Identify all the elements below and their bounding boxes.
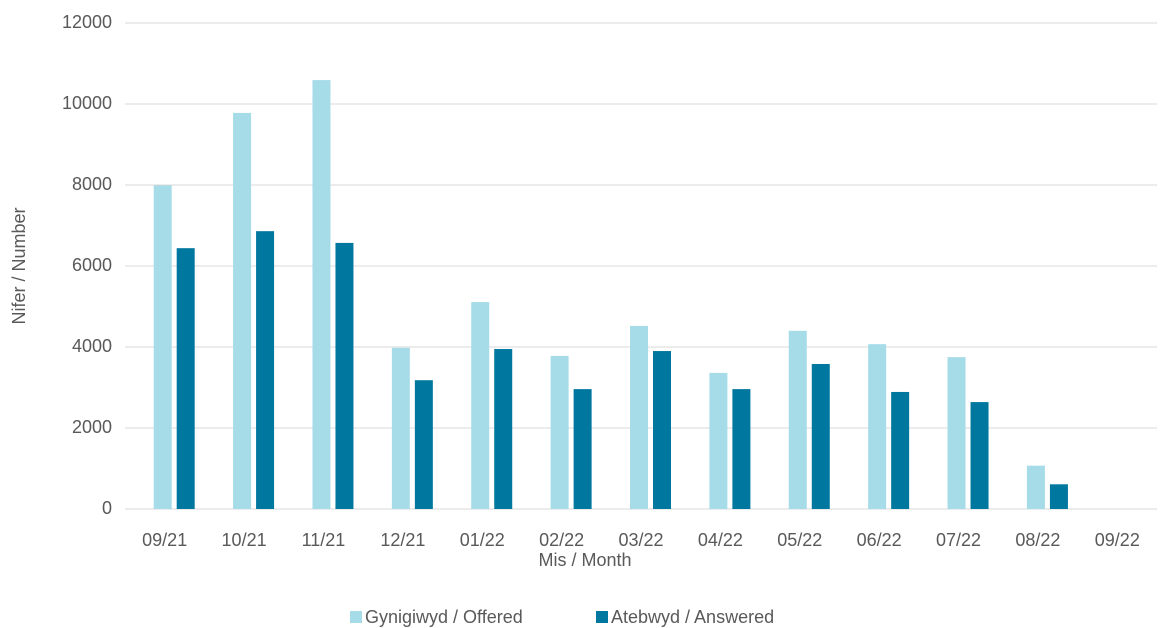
bar: [868, 344, 887, 509]
x-tick-label: 03/22: [618, 530, 663, 550]
x-tick-label: 04/22: [698, 530, 743, 550]
bar: [573, 389, 592, 509]
bar: [494, 349, 513, 509]
bar: [312, 80, 331, 509]
x-axis-title: Mis / Month: [538, 550, 631, 570]
bar: [732, 389, 751, 509]
bar: [233, 112, 252, 509]
y-tick-label: 10000: [62, 93, 112, 113]
bar: [153, 185, 172, 509]
x-tick-label: 07/22: [936, 530, 981, 550]
y-tick-label: 2000: [72, 417, 112, 437]
bar: [970, 402, 989, 509]
legend-label: Atebwyd / Answered: [611, 607, 774, 627]
x-tick-label: 09/21: [142, 530, 187, 550]
x-tick-label: 10/21: [222, 530, 267, 550]
x-tick-label: 08/22: [1015, 530, 1060, 550]
bar: [947, 357, 966, 509]
bar: [811, 364, 830, 509]
bar: [1026, 465, 1045, 509]
bar: [471, 302, 490, 509]
legend-swatch: [350, 611, 362, 623]
bar: [1049, 484, 1068, 509]
bar: [550, 355, 569, 509]
bar: [788, 330, 807, 509]
bar: [335, 242, 354, 510]
y-tick-label: 4000: [72, 336, 112, 356]
y-tick-label: 12000: [62, 12, 112, 32]
bar: [709, 372, 728, 509]
bar: [891, 391, 910, 509]
y-tick-label: 6000: [72, 255, 112, 275]
x-tick-label: 12/21: [380, 530, 425, 550]
x-tick-label: 05/22: [777, 530, 822, 550]
legend-swatch: [596, 611, 608, 623]
bar: [176, 248, 195, 509]
bar: [391, 347, 410, 509]
x-tick-label: 06/22: [857, 530, 902, 550]
y-tick-label: 8000: [72, 174, 112, 194]
y-tick-label: 0: [102, 498, 112, 518]
bar: [630, 325, 648, 509]
bar: [653, 351, 671, 509]
legend-label: Gynigiwyd / Offered: [365, 607, 523, 627]
x-tick-label: 01/22: [460, 530, 505, 550]
x-tick-label: 11/21: [302, 530, 346, 550]
bar: [256, 231, 275, 510]
x-tick-label: 09/22: [1095, 530, 1140, 550]
bar: [414, 380, 433, 509]
y-axis-title: Nifer / Number: [9, 207, 29, 324]
x-tick-label: 02/22: [539, 530, 584, 550]
